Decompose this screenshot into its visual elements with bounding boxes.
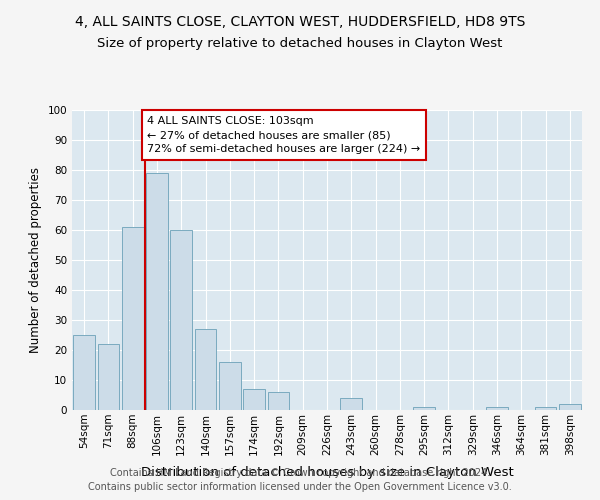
Bar [268,392,289,410]
Bar [73,335,95,410]
Text: 4, ALL SAINTS CLOSE, CLAYTON WEST, HUDDERSFIELD, HD8 9TS: 4, ALL SAINTS CLOSE, CLAYTON WEST, HUDDE… [75,15,525,29]
Bar [243,389,265,410]
Bar [486,407,508,410]
Bar [559,404,581,410]
Bar [219,362,241,410]
Text: Contains HM Land Registry data © Crown copyright and database right 2024.: Contains HM Land Registry data © Crown c… [110,468,490,477]
Bar [413,407,435,410]
Bar [146,173,168,410]
Text: Size of property relative to detached houses in Clayton West: Size of property relative to detached ho… [97,38,503,51]
Text: Contains public sector information licensed under the Open Government Licence v3: Contains public sector information licen… [88,482,512,492]
Bar [97,344,119,410]
Bar [194,329,217,410]
Bar [170,230,192,410]
Bar [340,398,362,410]
Bar [535,407,556,410]
Bar [122,227,143,410]
Y-axis label: Number of detached properties: Number of detached properties [29,167,42,353]
Text: 4 ALL SAINTS CLOSE: 103sqm
← 27% of detached houses are smaller (85)
72% of semi: 4 ALL SAINTS CLOSE: 103sqm ← 27% of deta… [147,116,421,154]
X-axis label: Distribution of detached houses by size in Clayton West: Distribution of detached houses by size … [140,466,514,479]
